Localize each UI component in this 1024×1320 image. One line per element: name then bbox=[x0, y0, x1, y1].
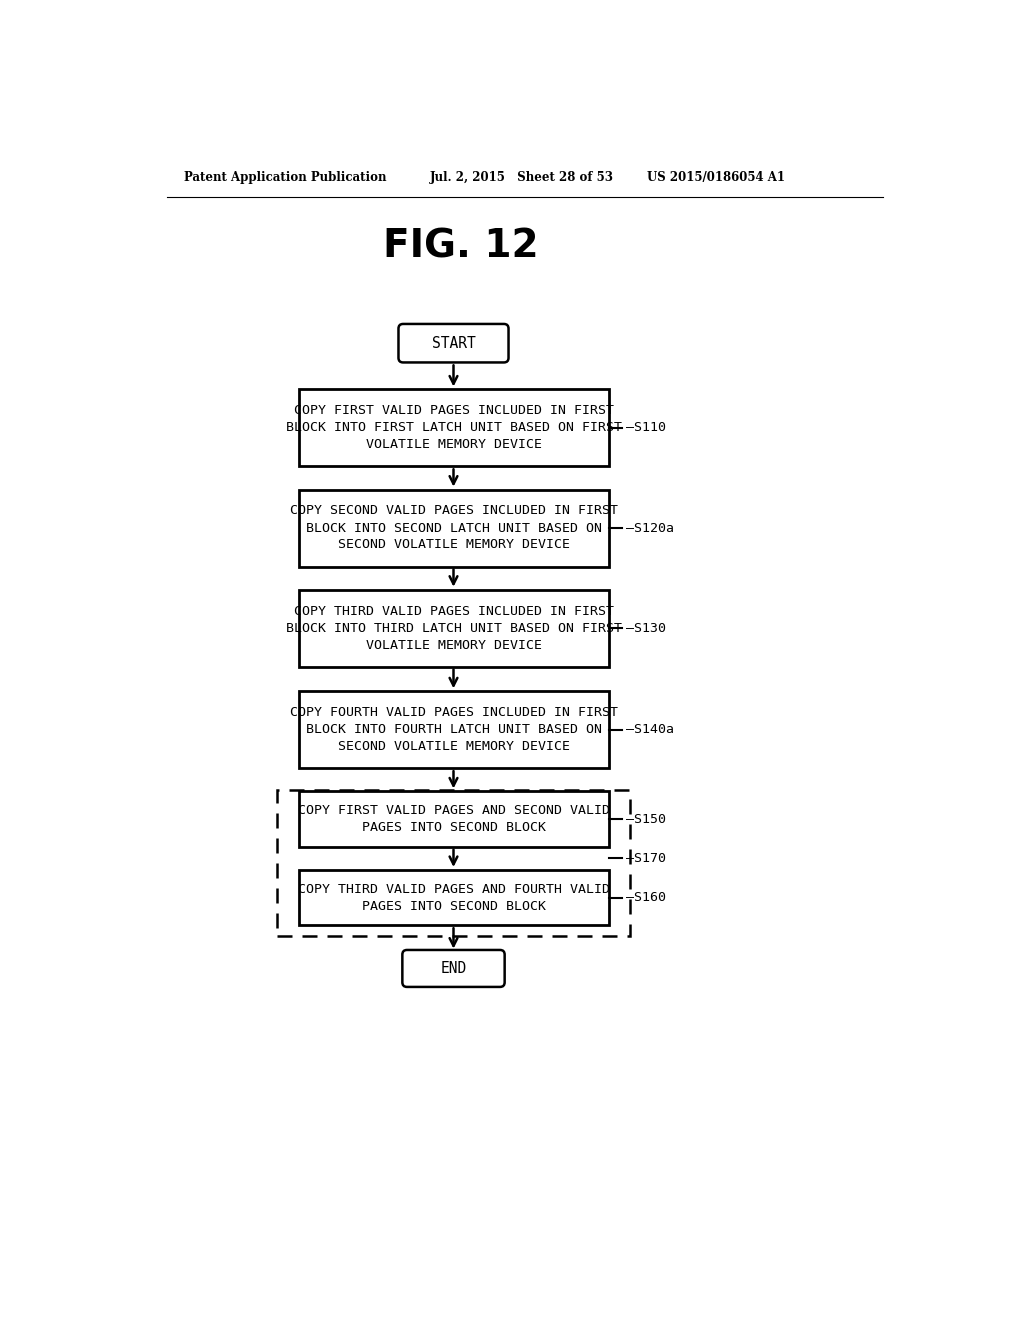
Text: END: END bbox=[440, 961, 467, 975]
Bar bbox=[299, 870, 608, 925]
Text: COPY FOURTH VALID PAGES INCLUDED IN FIRST
BLOCK INTO FOURTH LATCH UNIT BASED ON
: COPY FOURTH VALID PAGES INCLUDED IN FIRS… bbox=[290, 706, 617, 754]
Bar bbox=[299, 692, 608, 768]
Bar bbox=[299, 792, 608, 847]
Text: US 2015/0186054 A1: US 2015/0186054 A1 bbox=[647, 172, 785, 185]
Bar bbox=[299, 490, 608, 566]
Bar bbox=[299, 590, 608, 667]
Bar bbox=[299, 389, 608, 466]
Text: Patent Application Publication: Patent Application Publication bbox=[183, 172, 386, 185]
Text: —S170: —S170 bbox=[626, 851, 666, 865]
Text: COPY THIRD VALID PAGES INCLUDED IN FIRST
BLOCK INTO THIRD LATCH UNIT BASED ON FI: COPY THIRD VALID PAGES INCLUDED IN FIRST… bbox=[286, 605, 622, 652]
Text: Jul. 2, 2015   Sheet 28 of 53: Jul. 2, 2015 Sheet 28 of 53 bbox=[430, 172, 614, 185]
Text: FIG. 12: FIG. 12 bbox=[383, 228, 539, 265]
Text: COPY FIRST VALID PAGES AND SECOND VALID
PAGES INTO SECOND BLOCK: COPY FIRST VALID PAGES AND SECOND VALID … bbox=[298, 804, 609, 834]
Text: COPY FIRST VALID PAGES INCLUDED IN FIRST
BLOCK INTO FIRST LATCH UNIT BASED ON FI: COPY FIRST VALID PAGES INCLUDED IN FIRST… bbox=[286, 404, 622, 451]
FancyBboxPatch shape bbox=[398, 323, 509, 363]
Text: —S110: —S110 bbox=[626, 421, 666, 434]
Text: —S140a: —S140a bbox=[626, 723, 674, 737]
Text: —S150: —S150 bbox=[626, 813, 666, 825]
Text: COPY THIRD VALID PAGES AND FOURTH VALID
PAGES INTO SECOND BLOCK: COPY THIRD VALID PAGES AND FOURTH VALID … bbox=[298, 883, 609, 912]
FancyBboxPatch shape bbox=[402, 950, 505, 987]
Text: COPY SECOND VALID PAGES INCLUDED IN FIRST
BLOCK INTO SECOND LATCH UNIT BASED ON
: COPY SECOND VALID PAGES INCLUDED IN FIRS… bbox=[290, 504, 617, 552]
Text: —S160: —S160 bbox=[626, 891, 666, 904]
Bar bbox=[276, 789, 630, 936]
Text: —S130: —S130 bbox=[626, 622, 666, 635]
Text: START: START bbox=[432, 335, 475, 351]
Text: —S120a: —S120a bbox=[626, 521, 674, 535]
